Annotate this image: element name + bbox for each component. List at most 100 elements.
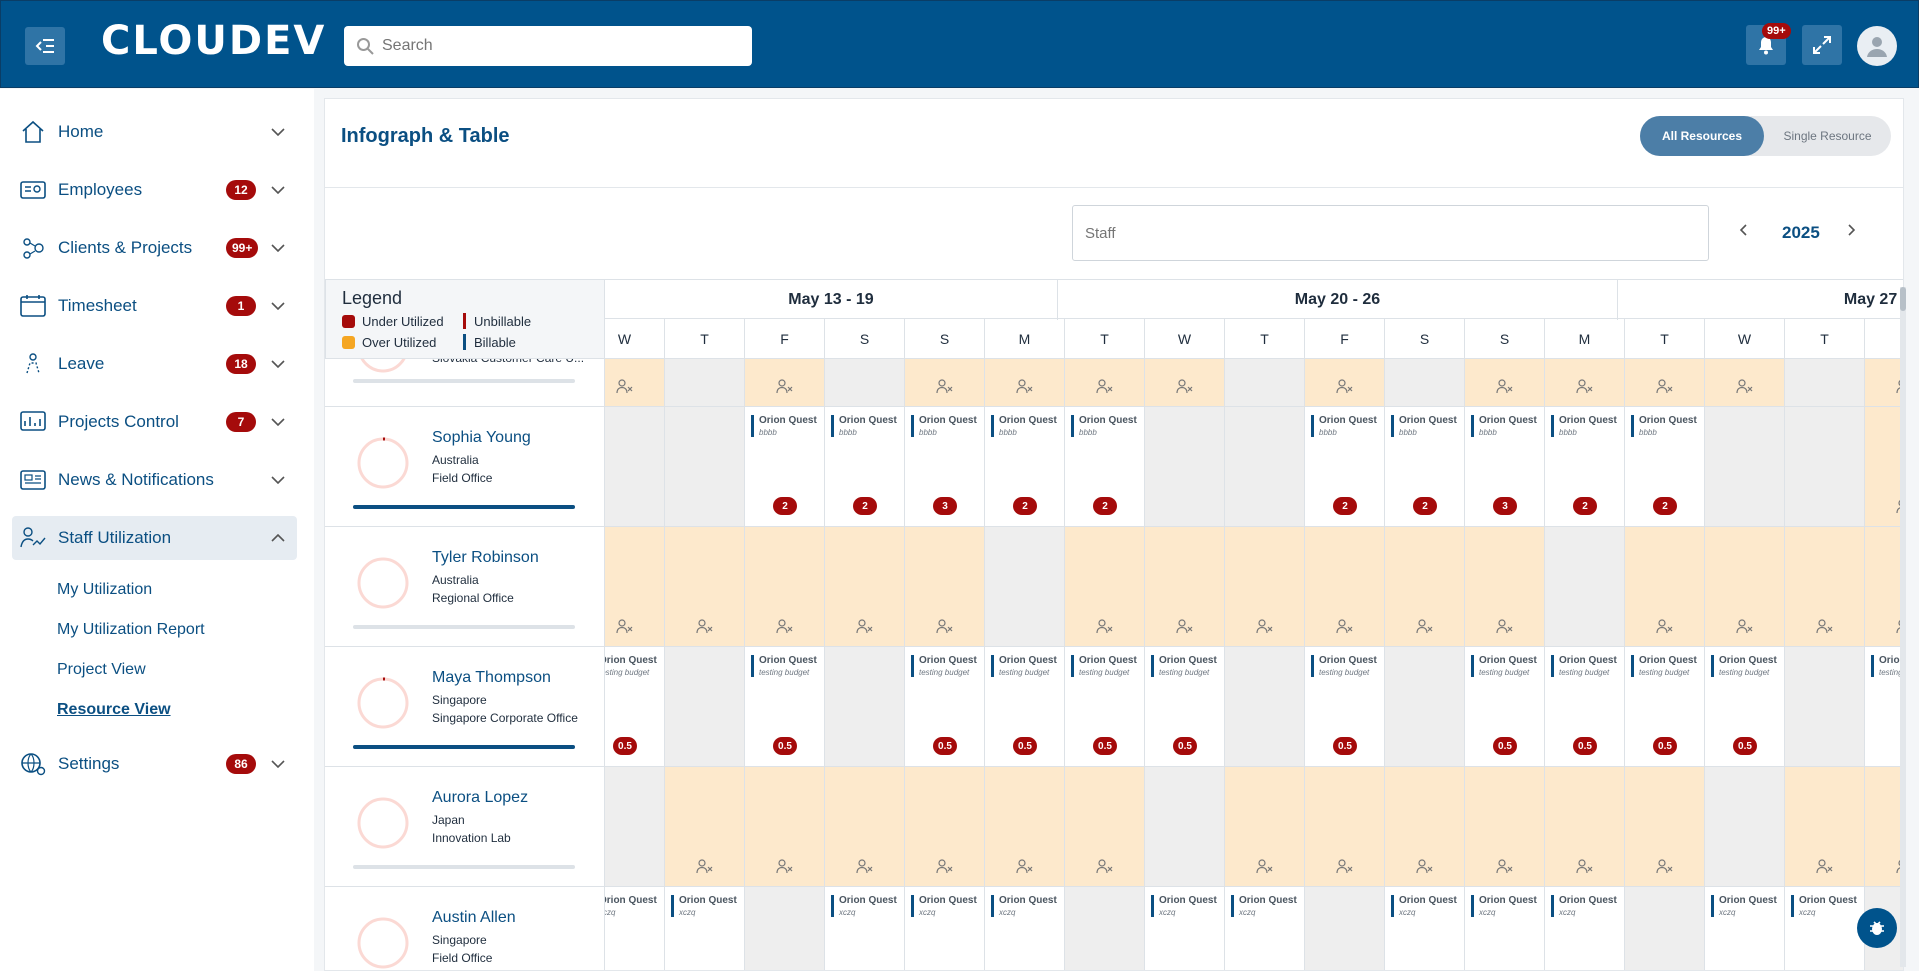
project-allocation[interactable]: Orion Quest testing budget — [751, 655, 817, 677]
global-search[interactable] — [344, 26, 752, 66]
resource-name[interactable]: Austin Allen — [432, 909, 516, 926]
chevron-down-icon[interactable] — [270, 298, 286, 314]
day-cell[interactable] — [1225, 527, 1305, 646]
project-allocation[interactable]: Orion Quest bbbb — [1391, 415, 1457, 437]
day-cell[interactable] — [1225, 407, 1305, 526]
day-cell[interactable]: Orion Quest testing budget 0.5 — [1625, 647, 1705, 766]
day-cell[interactable]: Orion Quest xczq — [1545, 887, 1625, 970]
sidebar-item-home[interactable]: Home — [12, 110, 297, 154]
chevron-down-icon[interactable] — [270, 240, 286, 256]
day-cell[interactable] — [905, 359, 985, 406]
day-cell[interactable] — [665, 407, 745, 526]
day-cell[interactable]: Orion Quest bbbb 3 — [1465, 407, 1545, 526]
day-cell[interactable] — [1465, 359, 1545, 406]
day-cell[interactable]: Orion Quest bbbb 3 — [905, 407, 985, 526]
staff-filter-input[interactable] — [1072, 205, 1709, 261]
day-cell[interactable]: Orion Quest testing budget 0.5 — [1465, 647, 1545, 766]
day-cell[interactable] — [1385, 527, 1465, 646]
submenu-my-utilization-report[interactable]: My Utilization Report — [57, 621, 205, 638]
project-allocation[interactable]: Orion Quest xczq — [991, 895, 1057, 917]
day-cell[interactable] — [1705, 767, 1785, 886]
project-allocation[interactable]: Orion Quest bbbb — [831, 415, 897, 437]
day-cell[interactable] — [985, 527, 1065, 646]
day-cell[interactable] — [1625, 767, 1705, 886]
day-cell[interactable]: Orion Quest xczq — [1785, 887, 1865, 970]
sidebar-item-timesheet[interactable]: Timesheet 1 — [12, 284, 297, 328]
day-cell[interactable]: Orion Quest testing budget 0.5 — [985, 647, 1065, 766]
day-cell[interactable] — [1705, 527, 1785, 646]
day-cell[interactable] — [1705, 407, 1785, 526]
day-cell[interactable]: Orion Quest xczq — [1225, 887, 1305, 970]
day-cell[interactable]: Orion Quest testing budget 0.5 — [1065, 647, 1145, 766]
next-year-button[interactable] — [1847, 223, 1857, 242]
day-cell[interactable] — [1785, 527, 1865, 646]
project-allocation[interactable]: Orion Quest xczq — [1391, 895, 1457, 917]
day-cell[interactable] — [1305, 887, 1385, 970]
day-cell[interactable]: Orion Quest testing budget 0.5 — [905, 647, 985, 766]
sidebar-item-projects-control[interactable]: Projects Control 7 — [12, 400, 297, 444]
chevron-down-icon[interactable] — [270, 756, 286, 772]
project-allocation[interactable]: Orion Quest bbbb — [1471, 415, 1537, 437]
day-cell[interactable] — [1065, 887, 1145, 970]
project-allocation[interactable]: Orion Quest xczq — [1711, 895, 1777, 917]
submenu-resource-view[interactable]: Resource View — [57, 701, 171, 718]
day-cell[interactable] — [1865, 527, 1903, 646]
day-cell[interactable] — [665, 647, 745, 766]
project-allocation[interactable]: Orion Quest testing budget — [1311, 655, 1377, 677]
notifications-button[interactable]: 99+ — [1746, 23, 1791, 65]
day-cell[interactable]: Orion Quest xczq — [1145, 887, 1225, 970]
sidebar-item-settings[interactable]: Settings 86 — [12, 742, 297, 786]
day-cell[interactable]: Orion Quest xczq — [1385, 887, 1465, 970]
day-cell[interactable] — [1305, 767, 1385, 886]
project-allocation[interactable]: Orion Quest testing budget — [991, 655, 1057, 677]
day-cell[interactable] — [1145, 359, 1225, 406]
sidebar-item-leave[interactable]: Leave 18 — [12, 342, 297, 386]
day-cell[interactable] — [1865, 407, 1903, 526]
day-cell[interactable] — [1545, 767, 1625, 886]
project-allocation[interactable]: Orion Quest xczq — [911, 895, 977, 917]
fullscreen-button[interactable] — [1802, 25, 1842, 65]
day-cell[interactable]: Orion Quest testing budget 0.5 — [1545, 647, 1625, 766]
chevron-down-icon[interactable] — [270, 182, 286, 198]
day-cell[interactable] — [1305, 359, 1385, 406]
day-cell[interactable]: Orion Quest xczq — [1465, 887, 1545, 970]
resource-name[interactable]: Sophia Young — [432, 429, 531, 446]
day-cell[interactable]: Orion Quest testing budget 0.5 — [1305, 647, 1385, 766]
day-cell[interactable]: Orion Quest xczq — [665, 887, 745, 970]
day-cell[interactable] — [905, 767, 985, 886]
day-cell[interactable] — [1225, 647, 1305, 766]
day-cell[interactable] — [665, 359, 745, 406]
day-cell[interactable]: Orion Quest bbbb 2 — [745, 407, 825, 526]
day-cell[interactable] — [1545, 359, 1625, 406]
project-allocation[interactable]: Orion Quest bbbb — [751, 415, 817, 437]
sidebar-item-employees[interactable]: Employees 12 — [12, 168, 297, 212]
day-cell[interactable] — [1625, 887, 1705, 970]
day-cell[interactable] — [825, 527, 905, 646]
project-allocation[interactable]: Orion Quest xczq — [831, 895, 897, 917]
day-cell[interactable] — [1465, 527, 1545, 646]
day-cell[interactable]: Orion Quest xczq — [905, 887, 985, 970]
day-cell[interactable] — [1865, 359, 1903, 406]
bug-report-button[interactable] — [1857, 908, 1897, 948]
project-allocation[interactable]: Orion Quest xczq — [1551, 895, 1617, 917]
project-allocation[interactable]: Orion Quest bbbb — [1071, 415, 1137, 437]
chevron-down-icon[interactable] — [270, 472, 286, 488]
day-cell[interactable] — [1785, 359, 1865, 406]
previous-year-button[interactable] — [1738, 223, 1748, 242]
day-cell[interactable] — [1145, 407, 1225, 526]
day-cell[interactable]: Orion Quest testing budget 0.5 — [745, 647, 825, 766]
day-cell[interactable]: Orion Quest bbbb 2 — [1385, 407, 1465, 526]
day-cell[interactable] — [1465, 767, 1545, 886]
day-cell[interactable]: Orion Quest xczq — [985, 887, 1065, 970]
day-cell[interactable] — [1065, 359, 1145, 406]
day-cell[interactable] — [745, 527, 825, 646]
project-allocation[interactable]: Orion Quest testing budget — [1711, 655, 1777, 677]
project-allocation[interactable]: Orion Quest testing budget — [1631, 655, 1697, 677]
day-cell[interactable] — [665, 527, 745, 646]
app-logo[interactable]: CLOUDEV — [101, 18, 327, 64]
project-allocation[interactable]: Orion Quest xczq — [1791, 895, 1857, 917]
day-cell[interactable]: Orion Quest bbbb 2 — [985, 407, 1065, 526]
day-cell[interactable] — [1385, 767, 1465, 886]
scroll-thumb[interactable] — [1900, 287, 1906, 311]
chevron-down-icon[interactable] — [270, 124, 286, 140]
